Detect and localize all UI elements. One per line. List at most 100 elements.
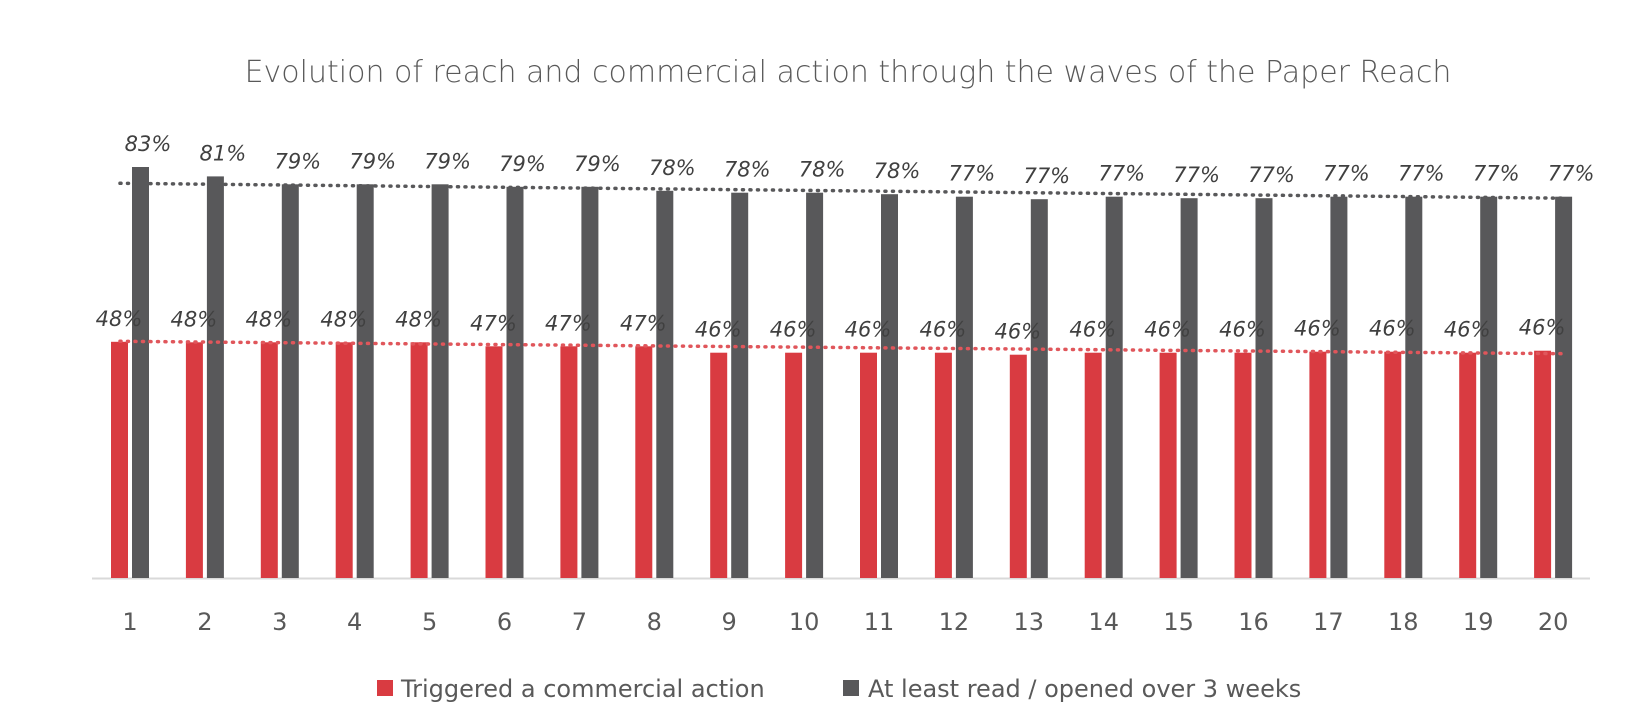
bar-commercial-action-4 — [335, 342, 353, 578]
x-tick-label: 1 — [122, 608, 137, 636]
bar-commercial-action-13 — [1009, 354, 1027, 578]
data-label-commercial-action-2: 48% — [171, 307, 218, 331]
data-label-commercial-action-1: 48% — [96, 307, 143, 331]
x-tick-label: 10 — [789, 608, 820, 636]
data-label-read-opened-4: 79% — [349, 149, 396, 173]
trendline-commercial-action — [118, 339, 1565, 356]
data-label-read-opened-1: 83% — [125, 132, 172, 156]
data-label-commercial-action-10: 46% — [770, 318, 817, 342]
data-label-read-opened-15: 77% — [1173, 163, 1220, 187]
bar-commercial-action-17 — [1309, 351, 1327, 578]
legend-label-commercial-action: Triggered a commercial action — [400, 675, 765, 703]
x-tick-label: 17 — [1313, 608, 1344, 636]
x-tick-label: 8 — [647, 608, 662, 636]
x-tick-label: 12 — [939, 608, 970, 636]
x-tick-label: 6 — [497, 608, 512, 636]
bar-commercial-action-18 — [1384, 351, 1402, 578]
legend-swatch-commercial-action — [377, 680, 393, 696]
x-tick-label: 19 — [1463, 608, 1494, 636]
x-tick-label: 16 — [1238, 608, 1269, 636]
data-label-read-opened-17: 77% — [1323, 162, 1370, 186]
data-label-commercial-action-20: 46% — [1519, 316, 1566, 340]
chart-legend: Triggered a commercial action At least re… — [377, 675, 1301, 703]
data-label-read-opened-9: 78% — [724, 158, 771, 182]
data-label-read-opened-2: 81% — [200, 141, 247, 165]
x-tick-label: 3 — [272, 608, 287, 636]
bar-read-opened-12 — [955, 196, 973, 578]
x-tick-label: 14 — [1088, 608, 1119, 636]
bar-read-opened-16 — [1255, 198, 1273, 578]
data-label-commercial-action-8: 47% — [620, 311, 667, 335]
data-label-commercial-action-12: 46% — [920, 318, 967, 342]
bar-commercial-action-5 — [410, 342, 428, 578]
data-label-read-opened-14: 77% — [1098, 162, 1145, 186]
bar-commercial-action-19 — [1459, 352, 1477, 578]
data-label-read-opened-8: 78% — [649, 156, 696, 180]
bar-read-opened-5 — [431, 184, 449, 579]
data-label-read-opened-13: 77% — [1023, 164, 1070, 188]
bar-read-opened-8 — [656, 190, 674, 579]
data-label-commercial-action-16: 46% — [1219, 318, 1266, 342]
data-label-read-opened-18: 77% — [1398, 162, 1445, 186]
bar-read-opened-13 — [1030, 199, 1048, 578]
x-tick-label: 18 — [1388, 608, 1419, 636]
bar-read-opened-20 — [1555, 196, 1573, 578]
data-label-commercial-action-11: 46% — [845, 318, 892, 342]
legend-swatch-read-opened — [843, 680, 859, 696]
data-label-read-opened-7: 79% — [574, 152, 621, 176]
bar-read-opened-1 — [132, 167, 149, 578]
data-label-read-opened-10: 78% — [799, 158, 846, 182]
x-tick-label: 4 — [347, 608, 362, 636]
bar-commercial-action-20 — [1534, 350, 1552, 578]
x-tick-label: 9 — [722, 608, 737, 636]
data-label-read-opened-12: 77% — [949, 162, 996, 186]
data-label-commercial-action-13: 46% — [994, 320, 1041, 344]
legend-label-read-opened: At least read / opened over 3 weeks — [868, 675, 1301, 703]
x-tick-label: 15 — [1163, 608, 1194, 636]
x-tick-label: 7 — [572, 608, 587, 636]
bar-commercial-action-11 — [860, 352, 877, 578]
plot-area: 48% 48% 48% 48% 48% 47% 47% 47% 46% 46% 46% 46% 46% 4… — [92, 132, 1594, 636]
chart-title: Evolution of reach and commercial action… — [245, 55, 1452, 90]
x-tick-label: 13 — [1014, 608, 1045, 636]
bar-read-opened-19 — [1480, 196, 1498, 578]
data-label-read-opened-20: 77% — [1548, 162, 1595, 186]
bar-commercial-action-7 — [560, 346, 578, 578]
data-label-commercial-action-18: 46% — [1369, 317, 1416, 341]
data-label-read-opened-5: 79% — [424, 149, 471, 173]
x-tick-label: 2 — [197, 608, 212, 636]
data-label-commercial-action-4: 48% — [320, 307, 367, 331]
data-label-commercial-action-19: 46% — [1444, 318, 1491, 342]
bar-read-opened-7 — [581, 186, 599, 579]
bar-read-opened-2 — [206, 176, 224, 578]
data-label-read-opened-6: 79% — [499, 152, 546, 176]
data-label-commercial-action-9: 46% — [695, 318, 742, 342]
bar-commercial-action-6 — [485, 346, 503, 578]
data-label-commercial-action-3: 48% — [245, 307, 292, 331]
bar-commercial-action-15 — [1159, 352, 1177, 578]
trendline-read-opened — [118, 181, 1565, 200]
x-tick-label: 5 — [422, 608, 437, 636]
bar-read-opened-4 — [356, 184, 374, 579]
bar-commercial-action-10 — [785, 352, 803, 578]
data-label-commercial-action-14: 46% — [1069, 318, 1116, 342]
bar-read-opened-15 — [1180, 198, 1198, 578]
bar-read-opened-17 — [1330, 196, 1348, 578]
bar-commercial-action-3 — [260, 342, 278, 578]
bar-commercial-action-12 — [934, 352, 952, 578]
bar-commercial-action-8 — [635, 346, 653, 578]
bar-read-opened-9 — [731, 192, 749, 578]
bar-read-opened-14 — [1105, 196, 1123, 578]
bar-read-opened-3 — [281, 184, 299, 579]
bar-read-opened-10 — [806, 192, 824, 578]
data-label-commercial-action-7: 47% — [545, 311, 592, 335]
bar-commercial-action-16 — [1234, 352, 1252, 578]
data-label-commercial-action-6: 47% — [470, 311, 517, 335]
bar-read-opened-18 — [1405, 196, 1423, 578]
bar-commercial-action-14 — [1084, 352, 1102, 578]
data-label-read-opened-19: 77% — [1473, 162, 1520, 186]
bar-read-opened-11 — [881, 194, 898, 578]
bar-read-opened-6 — [506, 186, 524, 579]
